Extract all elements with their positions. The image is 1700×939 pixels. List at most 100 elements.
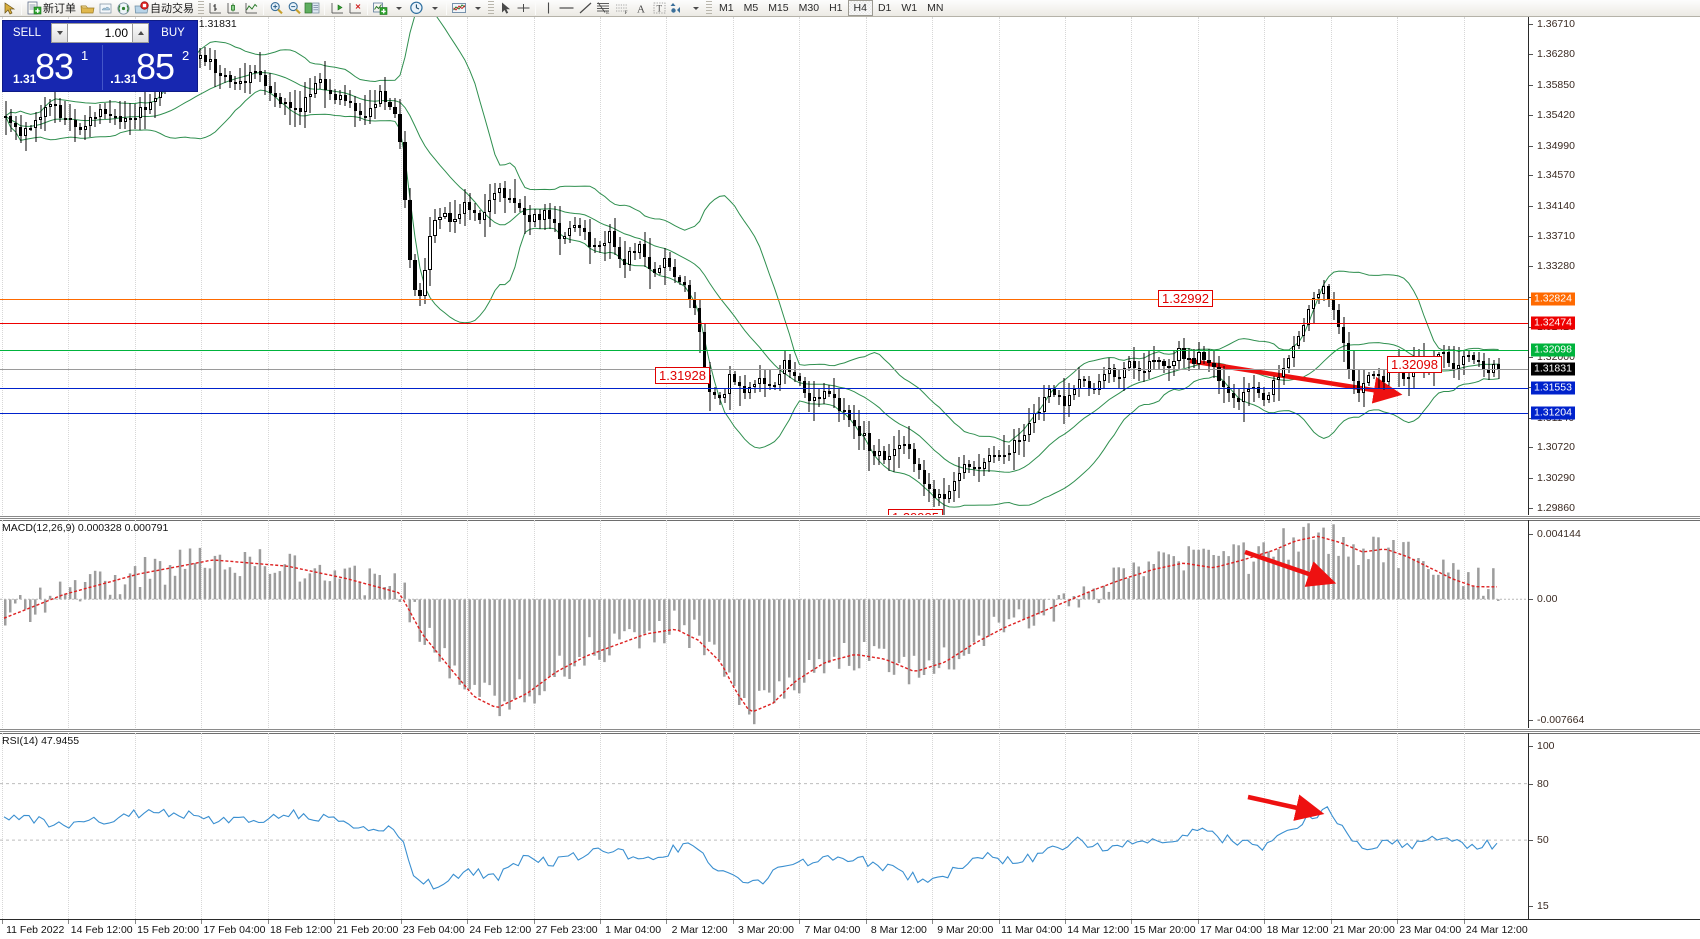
templates-dropdown-caret[interactable] (468, 0, 486, 16)
level-line[interactable] (0, 413, 1528, 415)
rsi-plot[interactable] (0, 733, 1528, 919)
candle-body (1052, 389, 1056, 396)
candle-body (1127, 360, 1131, 368)
candle-body (822, 390, 827, 399)
candle-body (338, 94, 342, 101)
swing-high-label[interactable]: 1.32992 (1158, 290, 1213, 307)
fibonacci-icon[interactable]: E (594, 0, 613, 16)
candle-body (1107, 367, 1111, 374)
price-scale[interactable]: 1.36710 1.36280 1.35850 1.35420 1.34990 1.345… (1528, 17, 1700, 515)
chart-area[interactable]: GBPUSD-,H4 1.31905 1.31981 1.31800 1.318… (0, 17, 1700, 939)
level-line[interactable] (0, 323, 1528, 325)
timeframe-mn[interactable]: MN (927, 1, 944, 14)
sell-price-display[interactable]: 1.31 83 1 (3, 45, 101, 90)
crosshair-icon[interactable] (514, 0, 532, 16)
pane-separator-1[interactable] (0, 515, 1700, 520)
macd-plot[interactable] (0, 520, 1528, 728)
level-line[interactable] (0, 368, 1528, 370)
timeframe-h1[interactable]: H1 (829, 1, 843, 14)
volume-input[interactable]: 1.00 (68, 23, 132, 43)
time-scale[interactable]: 11 Feb 2022 14 Feb 12:00 15 Feb 20:00 17 Fe… (0, 919, 1700, 939)
weather-cloud-icon[interactable] (96, 0, 114, 16)
level-line[interactable] (0, 388, 1528, 390)
macd-pane[interactable]: MACD(12,26,9) 0.000328 0.000791 0.004144… (0, 520, 1700, 728)
folder-icon[interactable] (78, 0, 96, 16)
templates-icon[interactable] (450, 0, 468, 16)
level-line[interactable] (0, 298, 1528, 300)
macd-histogram-bar (972, 599, 976, 643)
support-level-tag-1[interactable]: 1.31553 (1531, 381, 1575, 395)
macd-histogram-bar (53, 598, 57, 600)
support-level-tag-2[interactable]: 1.31204 (1531, 406, 1575, 420)
timeframe-m5[interactable]: M5 (743, 1, 759, 14)
volume-decrease-button[interactable] (51, 23, 68, 43)
period-dropdown-caret[interactable] (425, 0, 443, 16)
timeframe-m30[interactable]: M30 (798, 1, 820, 14)
buy-button[interactable]: BUY (152, 24, 194, 42)
text-box-icon[interactable]: T (650, 0, 668, 16)
mid-level-label[interactable]: 1.31928 (655, 367, 710, 384)
rsi-bearish-arrow[interactable] (1247, 794, 1325, 821)
candle-body (827, 390, 831, 394)
sell-button[interactable]: SELL (6, 24, 48, 42)
text-label-icon[interactable]: A (632, 0, 650, 16)
macd-histogram-bar (942, 599, 946, 648)
price-tick: 1.29860 (1529, 502, 1575, 514)
vertical-gridline (732, 520, 734, 728)
vertical-line-icon[interactable] (539, 0, 557, 16)
rsi-pane[interactable]: RSI(14) 47.9455 100 80 50 15 (0, 733, 1700, 919)
add-indicator-icon[interactable] (371, 0, 389, 16)
trendline-icon[interactable] (576, 0, 594, 16)
timeframe-d1[interactable]: D1 (877, 1, 892, 14)
shift-chart-icon[interactable] (328, 0, 346, 16)
candlestick-chart-icon[interactable] (224, 0, 242, 16)
auto-trading-button[interactable]: 自动交易 (132, 0, 196, 16)
candle-body (987, 455, 991, 463)
timeframe-m15[interactable]: M15 (768, 1, 789, 14)
zoom-out-icon[interactable] (285, 0, 303, 16)
timeframe-m1[interactable]: M1 (719, 1, 734, 14)
horizontal-line-icon[interactable] (557, 0, 576, 16)
time-tick (1463, 920, 1465, 924)
candle-body (418, 290, 422, 297)
sell-level-tag[interactable]: 1.32474 (1531, 316, 1575, 330)
bar-chart-icon[interactable] (206, 0, 224, 16)
zoom-in-icon[interactable] (267, 0, 285, 16)
line-chart-icon[interactable] (242, 0, 260, 16)
price-target-label[interactable]: 1.32098 (1387, 356, 1442, 373)
resistance-level-tag[interactable]: 1.32824 (1531, 292, 1575, 306)
indicator-dropdown-caret[interactable] (389, 0, 407, 16)
candle-body (588, 232, 592, 247)
timeframe-w1[interactable]: W1 (901, 1, 918, 14)
volume-stepper[interactable]: 1.00 (51, 23, 149, 43)
signal-icon[interactable] (114, 0, 132, 16)
buy-price-display[interactable]: 1.31 85 2 (102, 45, 198, 90)
timeframe-h4[interactable]: H4 (847, 0, 873, 16)
price-plot[interactable] (0, 17, 1528, 515)
new-order-button[interactable]: 新订单 (25, 0, 78, 16)
candle-body (1212, 363, 1216, 368)
price-pane[interactable]: 1.36710 1.36280 1.35850 1.35420 1.34990 1.345… (0, 17, 1700, 526)
candlestick (972, 17, 976, 515)
pane-separator-2[interactable] (0, 728, 1700, 733)
toolbar-grip-2[interactable] (488, 1, 494, 15)
macd-bearish-arrow[interactable] (1244, 549, 1337, 587)
candle-wick (1248, 382, 1250, 406)
macd-histogram-bar (1052, 599, 1056, 622)
pointer-arrow-icon[interactable] (0, 0, 18, 16)
macd-histogram-bar (1092, 588, 1096, 600)
shapes-icon[interactable] (668, 0, 686, 16)
cursor-icon[interactable] (496, 0, 514, 16)
volume-increase-button[interactable] (132, 23, 149, 43)
period-clock-icon[interactable] (407, 0, 425, 16)
last-price-tag[interactable]: 1.31831 (1531, 362, 1575, 376)
channel-icon[interactable]: F (613, 0, 632, 16)
one-click-trading-panel[interactable]: SELL 1.00 BUY 1.31 83 1 1.31 85 (2, 20, 198, 92)
auto-scroll-icon[interactable] (346, 0, 364, 16)
shapes-dropdown-caret[interactable] (686, 0, 704, 16)
level-line[interactable] (0, 349, 1528, 351)
data-window-icon[interactable] (303, 0, 321, 16)
toolbar-grip-3[interactable] (706, 1, 712, 15)
toolbar-grip[interactable] (198, 1, 204, 15)
target-level-tag[interactable]: 1.32098 (1531, 343, 1575, 357)
